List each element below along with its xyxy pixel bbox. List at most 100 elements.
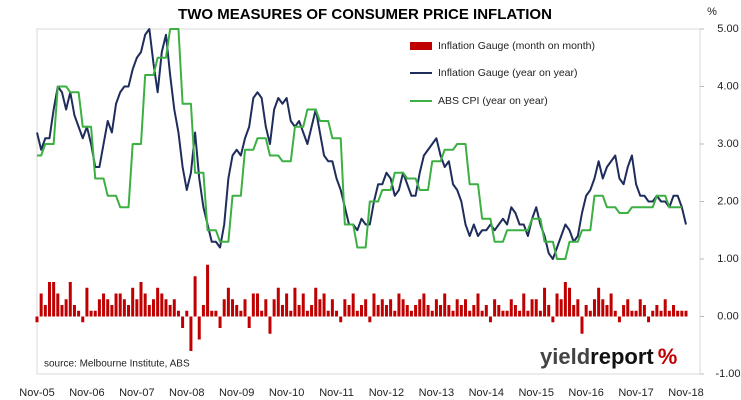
line — [37, 28, 682, 260]
logo: yieldreport% — [540, 344, 677, 369]
bar — [418, 299, 422, 317]
bar — [447, 305, 451, 317]
bar — [310, 305, 314, 317]
bar — [401, 299, 405, 317]
bar — [584, 305, 588, 317]
x-tick-label: Nov-12 — [369, 387, 404, 399]
bar — [464, 299, 468, 317]
bar — [318, 299, 322, 317]
bar — [214, 310, 218, 317]
bar — [414, 305, 418, 317]
bar — [572, 305, 576, 317]
bar — [559, 299, 563, 317]
bar — [206, 264, 210, 317]
bar — [622, 305, 626, 317]
logo-part: report — [590, 344, 654, 369]
logo-part: yield — [540, 344, 590, 369]
bar — [518, 310, 522, 317]
bar — [364, 299, 368, 317]
x-tick-label: Nov-18 — [668, 387, 703, 399]
x-tick-label: Nov-14 — [469, 387, 504, 399]
bar — [201, 305, 205, 317]
bar — [147, 305, 151, 317]
bar — [114, 293, 118, 317]
y-tick-label: 1.00 — [717, 253, 738, 265]
bar — [484, 305, 488, 317]
bar — [580, 316, 584, 334]
bar — [222, 299, 226, 317]
y-tick-label: 2.00 — [717, 195, 738, 207]
bar — [39, 293, 43, 317]
bar — [667, 310, 671, 317]
bar — [181, 316, 185, 328]
bar — [289, 310, 293, 317]
bar — [651, 310, 655, 317]
bar — [156, 287, 160, 317]
bar — [322, 293, 326, 317]
x-tick-label: Nov-13 — [419, 387, 454, 399]
bar — [102, 293, 106, 317]
bar — [35, 316, 39, 323]
legend-label: Inflation Gauge (month on month) — [438, 40, 595, 52]
bar — [110, 305, 114, 317]
bar — [301, 293, 305, 317]
y-tick-label: 4.00 — [717, 80, 738, 92]
bar — [488, 316, 492, 323]
bar — [355, 310, 359, 317]
bar — [280, 305, 284, 317]
bar — [617, 316, 621, 323]
x-tick-label: Nov-07 — [119, 387, 154, 399]
bar — [43, 305, 47, 317]
bar — [534, 299, 538, 317]
bar — [659, 310, 663, 317]
bar — [326, 310, 330, 317]
bar — [613, 310, 617, 317]
bar — [588, 310, 592, 317]
legend-label: ABS CPI (year on year) — [438, 95, 548, 107]
bar — [522, 293, 526, 317]
bar — [176, 310, 180, 317]
chart-title: TWO MEASURES OF CONSUMER PRICE INFLATION — [178, 6, 552, 23]
bar — [526, 310, 530, 317]
bar — [164, 299, 168, 317]
bar — [443, 293, 447, 317]
bar — [68, 282, 72, 317]
bar — [347, 305, 351, 317]
bar — [143, 293, 147, 317]
x-tick-label: Nov-09 — [219, 387, 254, 399]
bar — [439, 305, 443, 317]
x-tick-label: Nov-11 — [319, 387, 354, 399]
bar — [210, 310, 214, 317]
bar — [260, 310, 264, 317]
bar — [684, 310, 688, 317]
bar — [168, 305, 172, 317]
legend-label: Inflation Gauge (year on year) — [438, 67, 578, 79]
bar — [172, 299, 176, 317]
bar — [360, 305, 363, 317]
bar — [397, 293, 401, 317]
bar — [509, 299, 513, 317]
bar — [380, 299, 384, 317]
bar — [151, 299, 155, 317]
bar — [135, 299, 139, 317]
bar — [268, 316, 272, 334]
bar — [538, 310, 542, 317]
bar — [672, 305, 676, 317]
y-tick-label: 5.00 — [717, 23, 738, 35]
bar — [339, 316, 343, 323]
bar — [609, 293, 613, 317]
bar — [193, 276, 197, 317]
bar — [343, 299, 347, 317]
bar — [430, 310, 434, 317]
bar — [106, 299, 110, 317]
bar — [77, 310, 81, 317]
bar — [472, 305, 476, 317]
bar — [218, 316, 222, 328]
logo-part: % — [658, 344, 678, 369]
bar — [276, 287, 280, 317]
bar — [247, 316, 251, 328]
x-tick-label: Nov-10 — [269, 387, 304, 399]
bar — [605, 305, 609, 317]
bar — [501, 310, 505, 317]
